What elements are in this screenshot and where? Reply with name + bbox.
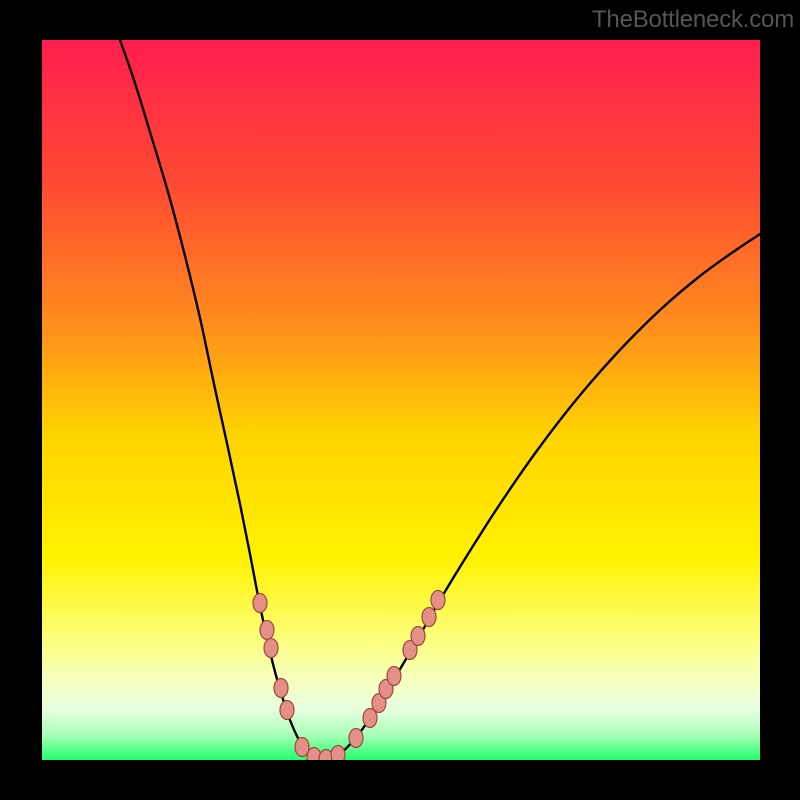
data-marker <box>387 667 401 686</box>
chart-frame: TheBottleneck.com <box>0 0 800 800</box>
bottleneck-curve-chart <box>42 40 760 760</box>
watermark-text: TheBottleneck.com <box>592 6 794 34</box>
data-marker <box>331 746 345 761</box>
data-marker <box>260 621 274 640</box>
data-marker <box>349 729 363 748</box>
data-marker <box>253 594 267 613</box>
data-marker <box>431 591 445 610</box>
data-marker <box>411 627 425 646</box>
data-marker <box>274 679 288 698</box>
gradient-background <box>42 40 760 760</box>
plot-area <box>42 40 760 760</box>
data-marker <box>264 639 278 658</box>
data-marker <box>422 608 436 627</box>
data-marker <box>280 701 294 720</box>
